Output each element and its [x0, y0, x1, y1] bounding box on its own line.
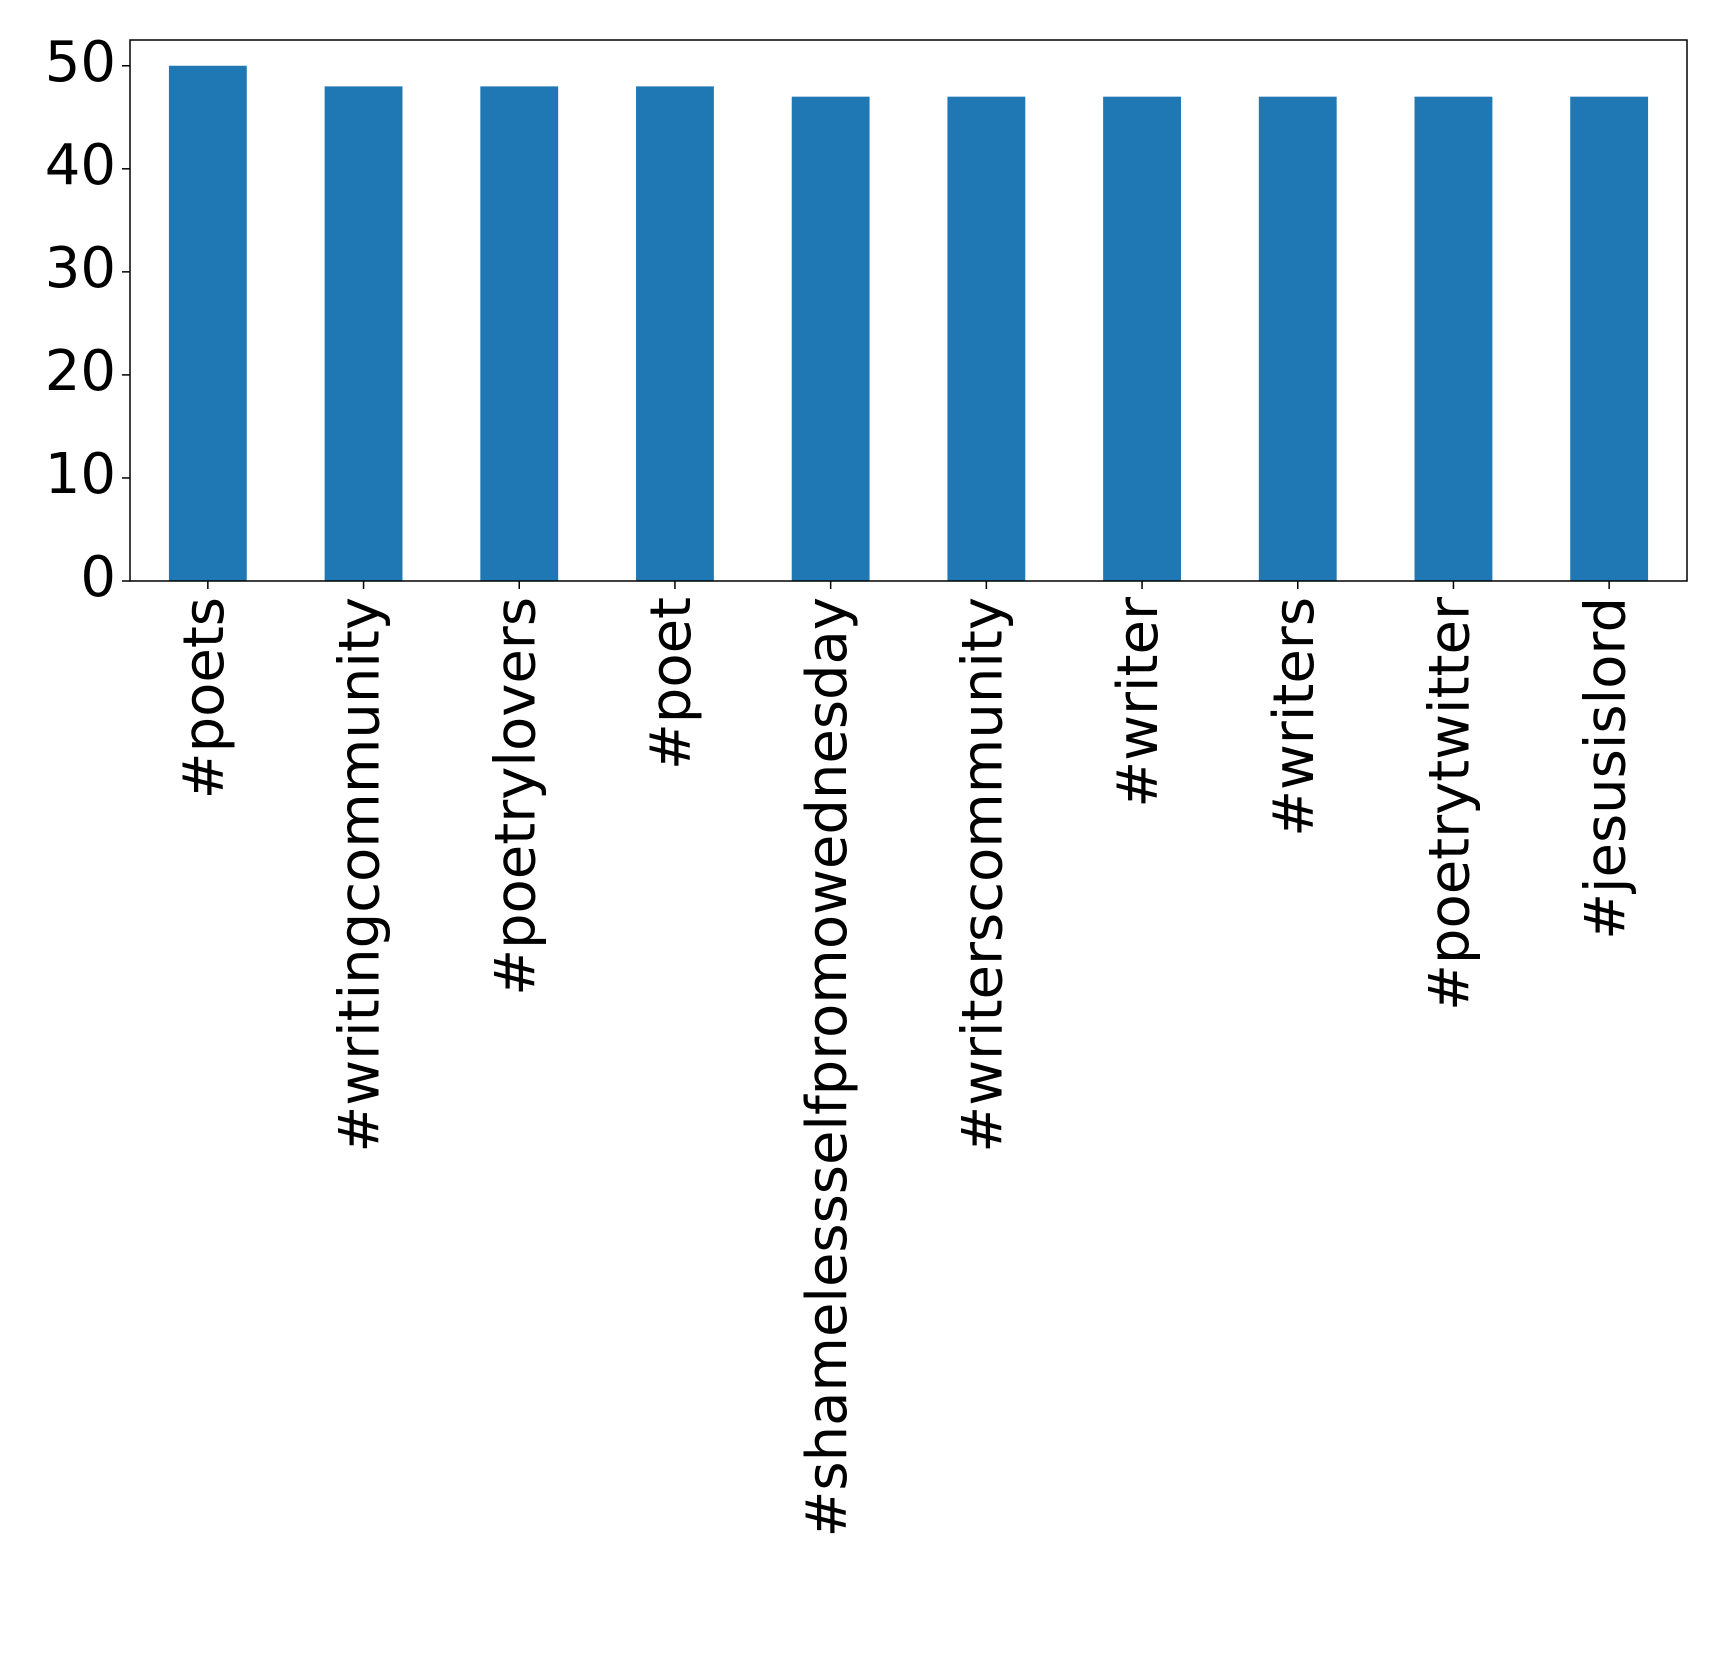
bar [1570, 96, 1649, 581]
y-tick-label: 10 [45, 442, 116, 507]
x-tick-label: #poetrylovers [483, 597, 548, 996]
y-tick-label: 0 [80, 545, 116, 610]
x-tick-label: #poetrytwitter [1418, 596, 1483, 1011]
y-tick-label: 30 [45, 236, 116, 301]
x-tick-label: #writerscommunity [950, 597, 1015, 1153]
x-tick-label: #jesusislord [1573, 597, 1638, 940]
x-tick-label: #writingcommunity [328, 597, 393, 1153]
x-tick-label: #poets [172, 597, 237, 799]
bar [1414, 96, 1493, 581]
bar [1103, 96, 1181, 581]
bar [324, 86, 403, 581]
x-tick-label: #writer [1106, 596, 1171, 808]
x-tick-label: #writers [1262, 597, 1327, 837]
bar [480, 86, 559, 581]
x-tick-label: #shamelessselfpromowednesday [795, 597, 860, 1538]
bar [947, 96, 1026, 581]
y-tick-label: 40 [45, 133, 116, 198]
y-tick-label: 20 [45, 339, 116, 404]
bar [791, 96, 870, 581]
bar [1258, 96, 1337, 581]
axes-frame [129, 39, 1688, 582]
x-tick-label: #poet [639, 597, 704, 770]
bar [636, 86, 714, 581]
bar [168, 65, 247, 581]
y-tick-label: 50 [45, 30, 116, 95]
